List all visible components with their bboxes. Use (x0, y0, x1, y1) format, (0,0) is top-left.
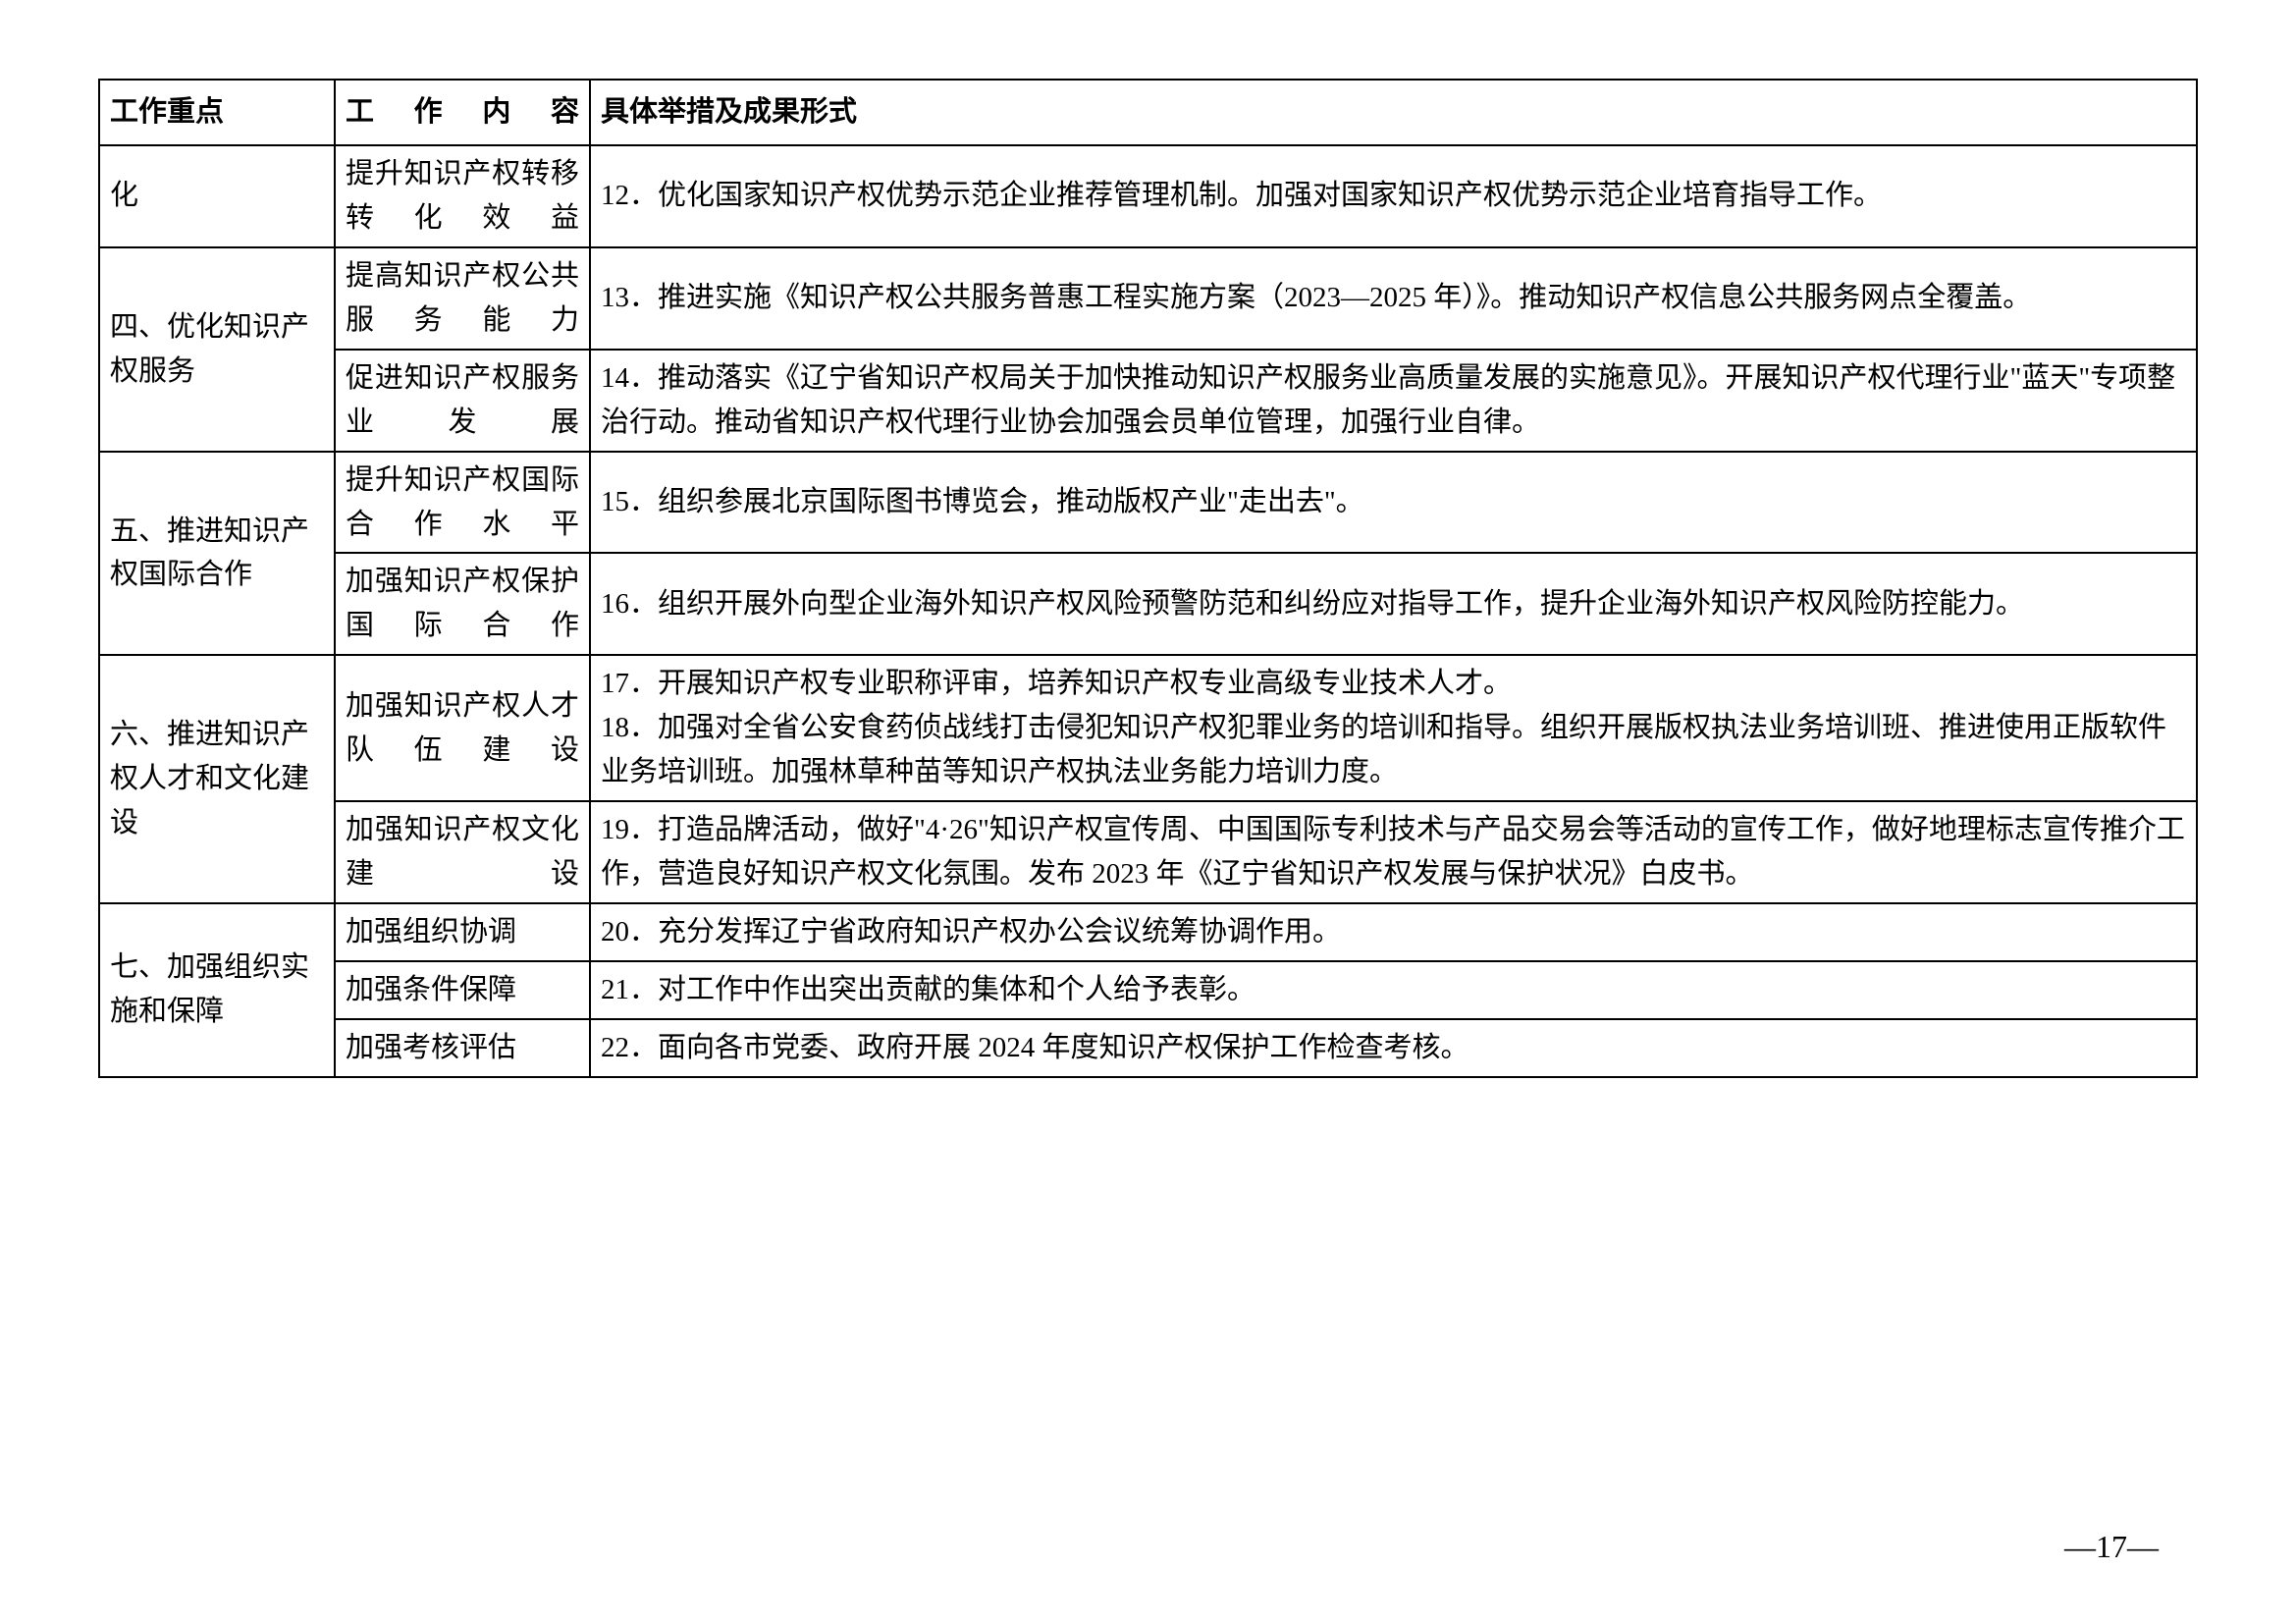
cell-focus: 化 (99, 145, 335, 247)
cell-measures: 20．充分发挥辽宁省政府知识产权办公会议统筹协调作用。 (590, 903, 2197, 961)
cell-measures: 16．组织开展外向型企业海外知识产权风险预警防范和纠纷应对指导工作，提升企业海外… (590, 553, 2197, 655)
table-row: 四、优化知识产权服务 提高知识产权公共服务能力 13．推进实施《知识产权公共服务… (99, 247, 2197, 350)
cell-content: 促进知识产权服务业发展 (335, 350, 590, 452)
page-number: —17— (2064, 1529, 2159, 1565)
cell-measures: 21．对工作中作出突出贡献的集体和个人给予表彰。 (590, 961, 2197, 1019)
cell-content: 加强知识产权保护国际合作 (335, 553, 590, 655)
cell-content: 加强组织协调 (335, 903, 590, 961)
header-measures: 具体举措及成果形式 (590, 80, 2197, 145)
work-plan-table: 工作重点 工作内容 具体举措及成果形式 化 提升知识产权转移转化效益 12．优化… (98, 79, 2198, 1078)
cell-measures: 13．推进实施《知识产权公共服务普惠工程实施方案（2023—2025 年）》。推… (590, 247, 2197, 350)
cell-content: 加强知识产权文化建设 (335, 801, 590, 903)
table-row: 六、推进知识产权人才和文化建设 加强知识产权人才队伍建设 17．开展知识产权专业… (99, 655, 2197, 801)
table-row: 化 提升知识产权转移转化效益 12．优化国家知识产权优势示范企业推荐管理机制。加… (99, 145, 2197, 247)
cell-focus: 四、优化知识产权服务 (99, 247, 335, 452)
cell-content: 加强考核评估 (335, 1019, 590, 1077)
header-focus: 工作重点 (99, 80, 335, 145)
cell-focus: 六、推进知识产权人才和文化建设 (99, 655, 335, 903)
table-row: 七、加强组织实施和保障 加强组织协调 20．充分发挥辽宁省政府知识产权办公会议统… (99, 903, 2197, 961)
table-row: 加强条件保障 21．对工作中作出突出贡献的集体和个人给予表彰。 (99, 961, 2197, 1019)
cell-measures: 12．优化国家知识产权优势示范企业推荐管理机制。加强对国家知识产权优势示范企业培… (590, 145, 2197, 247)
cell-measures: 22．面向各市党委、政府开展 2024 年度知识产权保护工作检查考核。 (590, 1019, 2197, 1077)
table-row: 加强知识产权文化建设 19．打造品牌活动，做好"4·26"知识产权宣传周、中国国… (99, 801, 2197, 903)
cell-focus: 七、加强组织实施和保障 (99, 903, 335, 1077)
cell-content: 提升知识产权转移转化效益 (335, 145, 590, 247)
cell-content: 提升知识产权国际合作水平 (335, 452, 590, 554)
cell-content: 加强条件保障 (335, 961, 590, 1019)
cell-measures: 17．开展知识产权专业职称评审，培养知识产权专业高级专业技术人才。 18．加强对… (590, 655, 2197, 801)
table-row: 加强考核评估 22．面向各市党委、政府开展 2024 年度知识产权保护工作检查考… (99, 1019, 2197, 1077)
cell-focus: 五、推进知识产权国际合作 (99, 452, 335, 656)
cell-measures: 15．组织参展北京国际图书博览会，推动版权产业"走出去"。 (590, 452, 2197, 554)
table-header-row: 工作重点 工作内容 具体举措及成果形式 (99, 80, 2197, 145)
cell-content: 提高知识产权公共服务能力 (335, 247, 590, 350)
table-row: 五、推进知识产权国际合作 提升知识产权国际合作水平 15．组织参展北京国际图书博… (99, 452, 2197, 554)
cell-content: 加强知识产权人才队伍建设 (335, 655, 590, 801)
table-row: 促进知识产权服务业发展 14．推动落实《辽宁省知识产权局关于加快推动知识产权服务… (99, 350, 2197, 452)
cell-measures: 14．推动落实《辽宁省知识产权局关于加快推动知识产权服务业高质量发展的实施意见》… (590, 350, 2197, 452)
cell-measures: 19．打造品牌活动，做好"4·26"知识产权宣传周、中国国际专利技术与产品交易会… (590, 801, 2197, 903)
header-content: 工作内容 (335, 80, 590, 145)
table-row: 加强知识产权保护国际合作 16．组织开展外向型企业海外知识产权风险预警防范和纠纷… (99, 553, 2197, 655)
